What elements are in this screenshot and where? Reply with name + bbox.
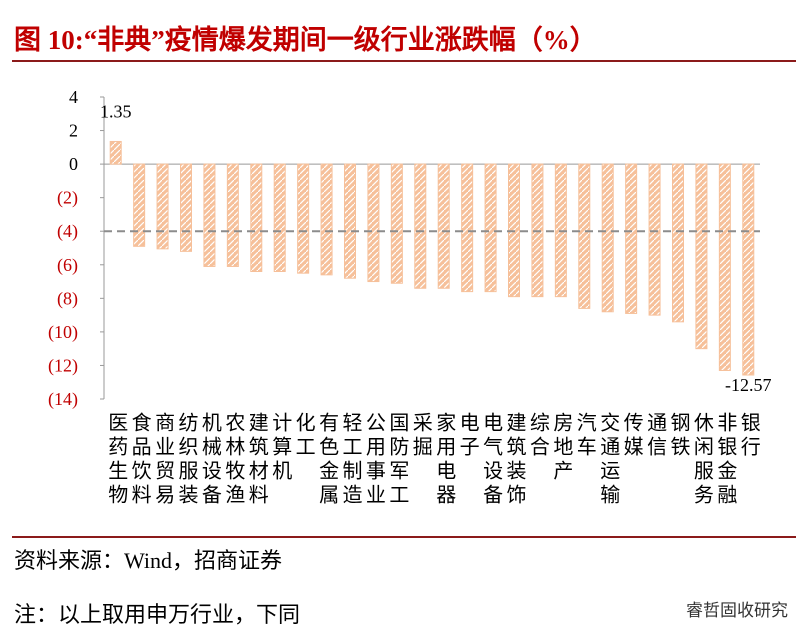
x-tick-label: 商业贸易 (152, 412, 175, 508)
y-tick-label: 0 (69, 154, 78, 174)
x-tick-label: 轻工制造 (339, 412, 362, 508)
x-tick-label: 综合 (526, 412, 549, 460)
x-tick-label: 银行 (737, 412, 760, 460)
x-tick-label: 建筑材料 (245, 412, 268, 508)
x-tick-label: 计算机 (269, 412, 292, 484)
bar (297, 163, 310, 274)
bar (695, 163, 708, 350)
watermark: 睿哲固收研究 (686, 601, 788, 620)
chart: 4 2 0 (2) (4) (6) (8) (10) (12) (14) 医药生物 1.35 食品饮料商… (48, 87, 772, 508)
bar (203, 163, 216, 267)
x-tick-label: 建筑装饰 (503, 412, 526, 508)
x-tick-label: 化工 (292, 412, 315, 460)
y-tick-label: (10) (48, 322, 78, 343)
bar (133, 163, 146, 247)
y-tick-label: (12) (48, 355, 78, 376)
bar (414, 163, 427, 289)
bar (461, 163, 474, 293)
bar (578, 163, 591, 309)
bar (320, 163, 333, 276)
source: 资料来源：Wind，招商证券 (14, 548, 282, 573)
bar (484, 163, 497, 293)
x-tick-label: 公用事业 (362, 412, 385, 508)
x-tick-label: 传媒 (620, 412, 643, 460)
y-tick-label: (14) (48, 389, 78, 410)
bar (390, 163, 403, 284)
value-label: -12.57 (725, 375, 772, 395)
x-tick-label: 钢铁 (667, 412, 690, 460)
bar (180, 163, 192, 252)
bar (226, 163, 239, 267)
x-tick-label: 国防军工 (386, 412, 408, 508)
bar (718, 163, 731, 371)
x-tick-label: 房地产 (550, 412, 573, 484)
note: 注：以上取用申万行业，下同 (14, 602, 301, 627)
bar (625, 163, 638, 314)
x-tick-label: 农林牧渔 (222, 412, 245, 508)
bar (367, 163, 380, 283)
x-tick-label: 电气设备 (480, 412, 503, 508)
y-tick-label: 4 (69, 87, 78, 107)
bar (250, 163, 263, 272)
x-tick-label: 有色金属 (316, 412, 339, 508)
x-tick-label: 非银金融 (714, 412, 737, 508)
title-rule (12, 60, 796, 62)
y-tick-label: (6) (57, 255, 78, 276)
x-tick-label: 汽车 (573, 412, 596, 460)
bar (344, 163, 356, 279)
x-tick-label: 交通运输 (597, 412, 620, 508)
x-tick-label: 机械设备 (198, 412, 221, 508)
title: 图 10:“非典”疫情爆发期间一级行业涨跌幅（%） (14, 25, 597, 55)
bar (273, 163, 286, 272)
x-tick-label: 纺织服装 (175, 412, 198, 508)
x-tick-label: 通信 (644, 412, 667, 460)
value-label: 1.35 (100, 101, 132, 121)
x-tick-label: 家用电器 (433, 412, 456, 508)
bar (742, 163, 755, 376)
x-tick-label: 采掘 (409, 412, 432, 460)
bar (109, 140, 122, 165)
bar (437, 163, 450, 289)
x-tick-label: 医药生物 (105, 412, 128, 508)
y-tick-label: (8) (57, 288, 78, 309)
bar (156, 163, 169, 250)
footer-rule (12, 536, 796, 538)
bar (601, 163, 614, 313)
bar (672, 163, 684, 323)
y-tick-label: (2) (57, 188, 78, 209)
x-tick-label: 食品饮料 (128, 412, 151, 508)
y-tick-label: (4) (57, 221, 78, 242)
y-tick-label: 2 (69, 121, 78, 141)
bar (648, 163, 661, 316)
x-tick-label: 休闲服务 (690, 412, 713, 508)
x-tick-label: 电子 (456, 412, 478, 460)
